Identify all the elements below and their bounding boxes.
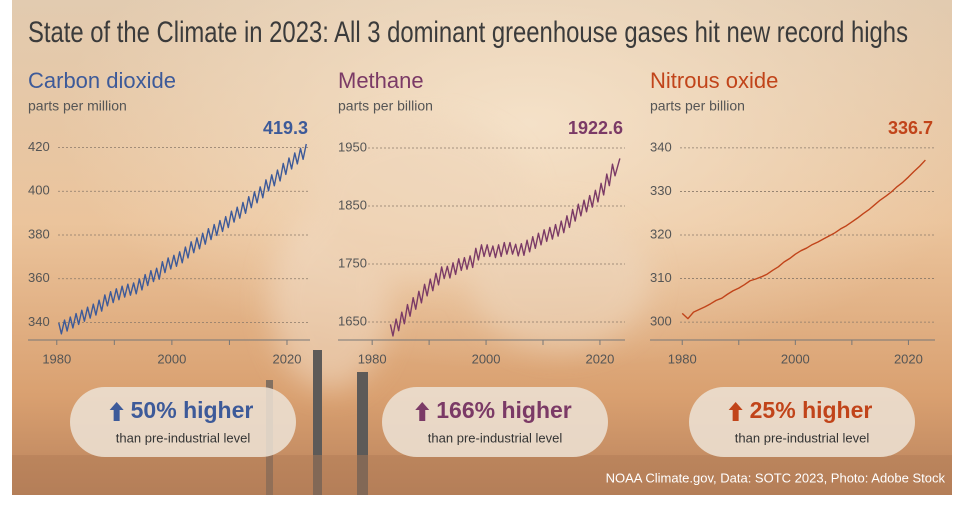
- y-tick-label: 330: [650, 183, 672, 198]
- y-tick-label: 420: [28, 139, 50, 154]
- callout-note: than pre-industrial level: [116, 430, 251, 445]
- latest-value: 1922.6: [568, 118, 623, 138]
- callout-text: 25% higher: [750, 397, 873, 423]
- x-tick-label: 1980: [42, 351, 71, 366]
- x-tick-label: 2000: [781, 351, 810, 366]
- chart-subtitle: parts per billion: [650, 98, 745, 114]
- x-tick-label: 1980: [668, 351, 697, 366]
- y-tick-label: 1650: [338, 313, 367, 328]
- up-arrow-icon: [728, 402, 743, 421]
- up-arrow-icon: [415, 402, 430, 421]
- x-tick-label: 2000: [157, 351, 186, 366]
- x-tick-label: 2020: [894, 351, 923, 366]
- callout-badge: [382, 387, 608, 457]
- data-line: [58, 143, 307, 335]
- y-tick-label: 320: [650, 226, 672, 241]
- chart-subtitle: parts per billion: [338, 98, 433, 114]
- x-tick-label: 2000: [472, 351, 501, 366]
- data-line: [681, 159, 926, 320]
- callout-text: 166% higher: [436, 397, 572, 423]
- up-arrow-icon: [109, 402, 124, 421]
- data-line: [389, 158, 621, 337]
- title: State of the Climate in 2023: All 3 domi…: [28, 16, 908, 49]
- x-tick-label: 2020: [585, 351, 614, 366]
- y-tick-label: 300: [650, 314, 672, 329]
- y-tick-label: 400: [28, 183, 50, 198]
- y-tick-label: 360: [28, 270, 50, 285]
- callout-text: 50% higher: [131, 397, 254, 423]
- y-tick-label: 1850: [338, 197, 367, 212]
- y-tick-label: 380: [28, 226, 50, 241]
- y-tick-label: 340: [28, 314, 50, 329]
- y-tick-label: 1750: [338, 255, 367, 270]
- credit: NOAA Climate.gov, Data: SOTC 2023, Photo…: [606, 470, 946, 485]
- chart-heading: Methane: [338, 68, 424, 93]
- x-tick-label: 2020: [273, 351, 302, 366]
- ground-haze: [12, 455, 952, 495]
- callout-badge: [70, 387, 296, 457]
- callout-badge: [689, 387, 915, 457]
- callout-note: than pre-industrial level: [428, 430, 563, 445]
- latest-value: 419.3: [263, 118, 308, 138]
- latest-value: 336.7: [888, 118, 933, 138]
- x-tick-label: 1980: [358, 351, 387, 366]
- chart-heading: Carbon dioxide: [28, 68, 176, 93]
- y-tick-label: 340: [650, 139, 672, 154]
- y-tick-label: 1950: [338, 139, 367, 154]
- y-tick-label: 310: [650, 270, 672, 285]
- chart-subtitle: parts per million: [28, 98, 127, 114]
- callout-note: than pre-industrial level: [735, 430, 870, 445]
- chart-heading: Nitrous oxide: [650, 68, 778, 93]
